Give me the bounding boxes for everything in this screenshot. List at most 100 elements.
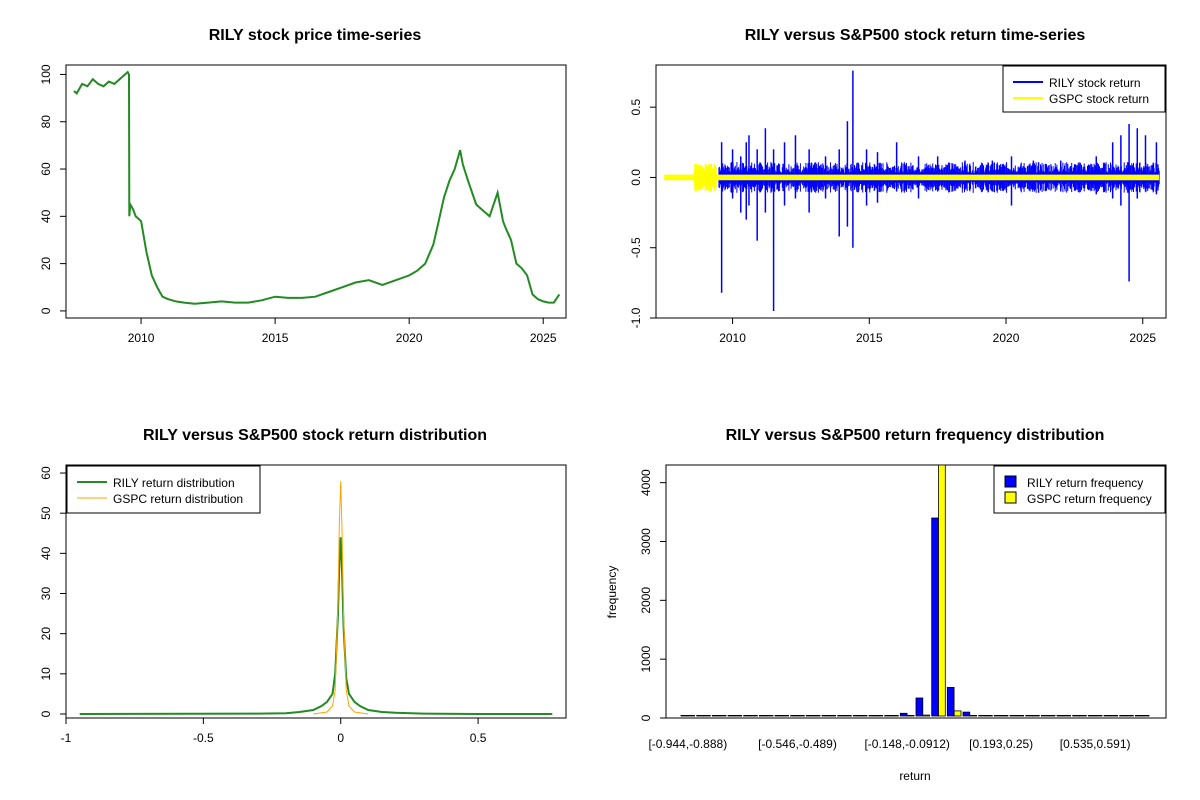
- legend-label-rily: RILY return distribution: [113, 476, 235, 490]
- panel-return-frequency: RILY versus S&P500 return frequency dist…: [605, 427, 1167, 783]
- y-tick-label: 0.0: [629, 169, 643, 186]
- bar-gspc-frequency: [922, 714, 930, 717]
- bar-gspc-frequency: [1032, 715, 1040, 717]
- x-tick-label: 2020: [396, 331, 423, 345]
- bar-gspc-frequency: [812, 715, 821, 717]
- bar-rily-frequency: [727, 715, 736, 717]
- bar-rily-frequency: [1009, 715, 1018, 717]
- bar-rily-frequency: [962, 711, 971, 717]
- panel-return-distribution: RILY versus S&P500 stock return distribu…: [39, 427, 567, 745]
- bar-rily-frequency: [884, 715, 892, 717]
- bar-gspc-frequency: [1141, 715, 1150, 717]
- x-tick-label: 2015: [262, 331, 289, 345]
- x-tick-label: [-0.148,-0.0912): [864, 737, 949, 751]
- y-tick-label: -1.0: [629, 307, 643, 328]
- bar-gspc-frequency: [1079, 715, 1087, 717]
- plot-frame: [665, 464, 1167, 719]
- bar-rily-frequency: [899, 712, 908, 717]
- gspc-return-burst: [693, 163, 717, 192]
- bar-gspc-frequency: [1016, 715, 1024, 717]
- plot-area: -1 -0.5 0 0.5 0 10 20 30 40 50 60: [39, 466, 553, 745]
- y-tick-label: 100: [39, 64, 53, 84]
- panel-return-timeseries: RILY versus S&P500 stock return time-ser…: [629, 27, 1167, 345]
- bar-rily-frequency: [821, 715, 830, 717]
- bar-gspc-frequency: [1063, 715, 1072, 717]
- y-tick-label: 60: [39, 162, 53, 176]
- legend: RILY stock return GSPC stock return: [1002, 65, 1166, 113]
- bar-gspc-frequency: [875, 715, 883, 717]
- x-tick-label: 2010: [128, 331, 155, 345]
- series-line-gspc-density: [313, 481, 369, 715]
- bar-rily-frequency: [868, 715, 877, 717]
- y-tick-label: -0.5: [629, 237, 643, 258]
- bar-gspc-frequency: [1126, 715, 1134, 717]
- x-tick-label: 0: [337, 731, 344, 745]
- legend-label-rily: RILY stock return: [1049, 76, 1141, 90]
- y-tick-label: 0: [39, 307, 53, 314]
- x-tick-label: -0.5: [193, 731, 214, 745]
- bar-gspc-frequency: [1000, 715, 1009, 717]
- bar-gspc-frequency: [891, 715, 899, 717]
- y-tick-label: 0: [39, 710, 53, 717]
- y-tick-label: 0.5: [629, 99, 643, 116]
- y-tick-label: 2000: [639, 587, 653, 614]
- bar-rily-frequency: [993, 715, 1002, 717]
- bar-rily-frequency: [680, 715, 689, 717]
- bar-rily-frequency: [1056, 715, 1065, 717]
- bar-rily-frequency: [1040, 715, 1049, 717]
- y-axis-label: frequency: [605, 566, 619, 619]
- chart-title: RILY versus S&P500 stock return time-ser…: [745, 27, 1086, 44]
- bar-rily-frequency: [1103, 715, 1112, 717]
- plot-frame: [65, 464, 567, 719]
- bar-rily-frequency: [978, 715, 986, 717]
- bar-gspc-frequency: [953, 710, 962, 717]
- bar-gspc-frequency: [765, 715, 774, 717]
- plot-frame: [655, 64, 1167, 319]
- x-tick-label: [0.193,0.25): [969, 737, 1033, 751]
- bar-gspc-frequency: [703, 715, 711, 717]
- gspc-return-band: [664, 174, 1160, 181]
- y-tick-label: 20: [39, 627, 53, 641]
- bar-rily-frequency: [931, 517, 939, 717]
- bar-rily-frequency: [1025, 715, 1033, 717]
- bar-gspc-frequency: [687, 715, 695, 717]
- bar-gspc-frequency: [859, 715, 868, 717]
- bar-rily-frequency: [915, 697, 924, 717]
- bar-gspc-frequency: [906, 715, 915, 717]
- bar-rily-frequency: [774, 715, 783, 717]
- legend: RILY return distribution GSPC return dis…: [66, 465, 261, 514]
- bar-rily-frequency: [852, 715, 861, 717]
- y-tick-label: 1000: [639, 645, 653, 672]
- bar-gspc-frequency: [797, 715, 805, 717]
- x-tick-label: [-0.546,-0.489): [758, 737, 837, 751]
- bar-rily-frequency: [1134, 715, 1143, 717]
- y-tick-label: 30: [39, 587, 53, 601]
- y-tick-label: 4000: [639, 469, 653, 496]
- plot-frame: [65, 64, 567, 319]
- legend-label-gspc: GSPC return distribution: [113, 492, 243, 506]
- y-tick-label: 20: [39, 257, 53, 271]
- bar-gspc-frequency: [1047, 715, 1056, 717]
- legend-swatch-gspc: [1004, 491, 1017, 504]
- bar-rily-frequency: [1119, 715, 1127, 717]
- legend-label-gspc: GSPC return frequency: [1027, 492, 1152, 506]
- chart-title: RILY versus S&P500 stock return distribu…: [143, 427, 487, 444]
- panel-price-timeseries: RILY stock price time-series 2010 2015 202…: [39, 27, 567, 345]
- x-tick-label: [0.535,0.591): [1060, 737, 1131, 751]
- y-tick-label: 40: [39, 546, 53, 560]
- x-tick-label: 2020: [993, 331, 1020, 345]
- bar-gspc-frequency: [985, 715, 993, 717]
- chart-title: RILY versus S&P500 return frequency dist…: [726, 427, 1105, 444]
- x-tick-label: 2025: [530, 331, 557, 345]
- y-tick-label: 60: [39, 466, 53, 480]
- bar-rily-frequency: [743, 715, 751, 717]
- bar-rily-frequency: [711, 715, 720, 717]
- series-line-rily-density: [79, 537, 553, 715]
- bar-gspc-frequency: [1094, 715, 1103, 717]
- plot-area: 0 1000 2000 3000 4000 [-0.944,-0.888) [-0.546,…: [639, 464, 1150, 751]
- bar-gspc-frequency: [938, 464, 946, 717]
- x-tick-label: -1: [61, 731, 72, 745]
- bar-gspc-frequency: [844, 715, 852, 717]
- y-tick-label: 0: [639, 714, 653, 721]
